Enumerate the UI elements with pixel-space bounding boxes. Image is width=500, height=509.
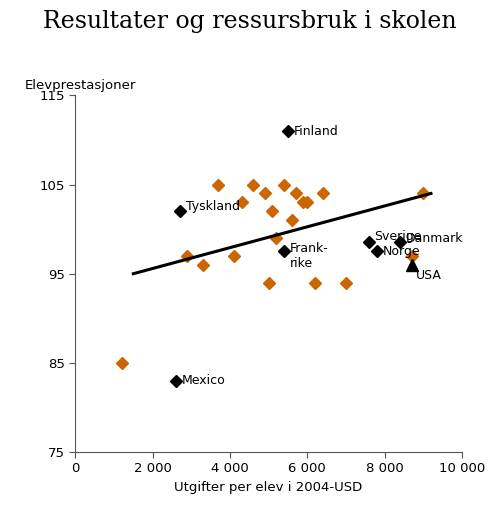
Text: Sverige: Sverige bbox=[374, 230, 422, 243]
Text: Elevprestasjoner: Elevprestasjoner bbox=[25, 79, 136, 92]
Text: Mexico: Mexico bbox=[182, 374, 225, 387]
Text: Resultater og ressursbruk i skolen: Resultater og ressursbruk i skolen bbox=[43, 10, 457, 33]
Text: Danmark: Danmark bbox=[406, 232, 463, 244]
Text: Finland: Finland bbox=[294, 125, 338, 137]
Text: USA: USA bbox=[416, 269, 442, 282]
X-axis label: Utgifter per elev i 2004-USD: Utgifter per elev i 2004-USD bbox=[174, 481, 363, 494]
Text: Tyskland: Tyskland bbox=[186, 201, 240, 213]
Text: Norge: Norge bbox=[382, 245, 420, 258]
Text: Frank-
rike: Frank- rike bbox=[290, 242, 328, 270]
